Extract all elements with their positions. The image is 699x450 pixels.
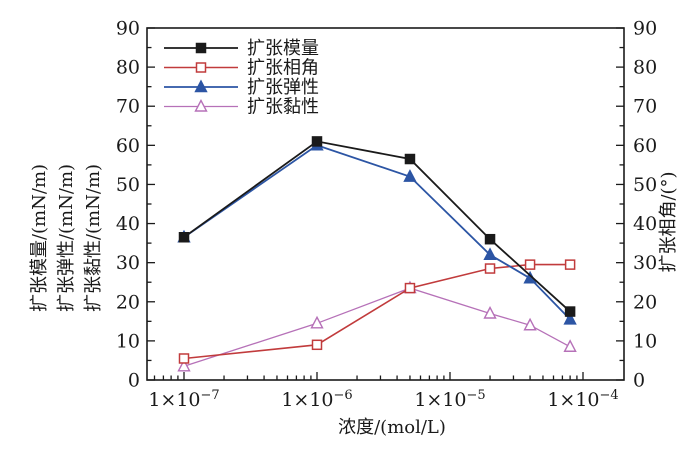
y-axis-title-viscosity: 扩张黏性/(mN/m): [83, 163, 104, 313]
y-tick-label-left: 40: [116, 213, 140, 235]
legend-label: 扩张黏性: [247, 97, 319, 118]
triangle-open-marker: [310, 315, 324, 329]
legend-label: 扩张弹性: [247, 77, 319, 98]
y-tick-label-right: 50: [633, 174, 657, 196]
y-tick-label-right: 10: [633, 330, 657, 352]
legend-label: 扩张模量: [247, 38, 319, 59]
y-tick-label-left: 20: [116, 291, 140, 313]
y-tick-label-right: 40: [633, 213, 657, 235]
series-扩张黏性: [177, 280, 577, 372]
x-axis-title-concentration: 浓度/(mol/L): [338, 417, 446, 438]
series-line: [183, 144, 571, 321]
square-open-marker: [404, 282, 416, 294]
y-tick-label-right: 90: [633, 18, 657, 40]
plot-frame: [146, 27, 625, 381]
y-tick-label-left: 30: [116, 252, 140, 274]
y-tick-label-left: 10: [116, 330, 140, 352]
triangle-open-marker: [194, 98, 208, 112]
y-tick-label-right: 0: [633, 370, 645, 392]
y-tick-label-left: 50: [116, 174, 140, 196]
y-tick-label-right: 20: [633, 291, 657, 313]
square-open-marker: [311, 339, 323, 351]
triangle-filled-marker: [403, 169, 417, 182]
y-tick-label-right: 80: [633, 57, 657, 79]
y-tick-label-left: 60: [116, 135, 140, 157]
y-tick-label-right: 70: [633, 96, 657, 118]
triangle-filled-marker: [483, 247, 497, 261]
triangle-filled-marker: [523, 270, 537, 284]
square-open-marker: [564, 259, 576, 270]
series-扩张弹性: [177, 137, 577, 325]
square-filled-marker: [195, 42, 207, 54]
y-axis-title-modulus: 扩张模量/(mN/m): [29, 163, 50, 313]
square-filled-marker: [311, 136, 323, 147]
square-open-marker: [484, 263, 496, 274]
y-tick-label-left: 70: [116, 96, 140, 118]
y-tick-label-right: 60: [633, 135, 657, 157]
right-axis-title-phase-angle: 扩张相角/(°): [658, 171, 679, 273]
x-tick-label: 1×10−5: [414, 388, 485, 411]
square-filled-marker: [484, 233, 496, 245]
series-扩张相角: [178, 259, 576, 364]
triangle-filled-marker: [194, 79, 208, 93]
y-axis-title-elasticity: 扩张弹性/(mN/m): [56, 163, 77, 313]
series-扩张模量: [178, 136, 576, 317]
triangle-open-marker: [483, 306, 497, 319]
y-tick-label-right: 30: [633, 252, 657, 274]
series-line: [183, 263, 571, 360]
x-tick-label: 1×10−4: [547, 388, 618, 411]
triangle-filled-marker: [563, 311, 577, 325]
series-line: [183, 287, 571, 367]
triangle-open-marker: [523, 317, 537, 331]
square-filled-marker: [178, 231, 190, 243]
x-tick-label: 1×10−7: [148, 388, 219, 411]
square-open-marker: [524, 259, 536, 270]
series-line: [183, 140, 571, 313]
square-filled-marker: [564, 306, 576, 317]
legend-label: 扩张相角: [247, 58, 319, 79]
square-filled-marker: [404, 153, 416, 165]
y-tick-label-left: 80: [116, 57, 140, 79]
triangle-open-marker: [563, 339, 577, 352]
y-tick-label-left: 0: [128, 370, 140, 392]
y-tick-label-left: 90: [116, 18, 140, 40]
square-open-marker: [178, 353, 190, 364]
triangle-open-marker: [177, 358, 191, 372]
square-open-marker: [195, 62, 207, 73]
x-tick-label: 1×10−6: [281, 388, 352, 411]
